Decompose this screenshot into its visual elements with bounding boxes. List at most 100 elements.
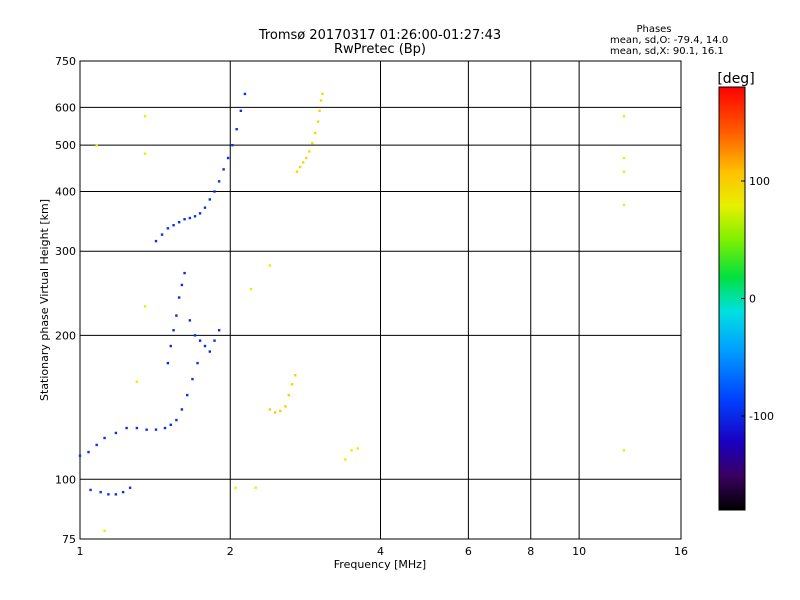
data-point [114,493,118,496]
x-tick-label: 4 [377,545,384,558]
y-tick-label: 200 [55,329,76,342]
x-tick-label: 2 [227,545,234,558]
data-point [249,287,253,291]
data-point [143,305,147,308]
y-tick-label: 100 [55,473,76,486]
data-point [284,405,287,408]
phases-label: Phases [636,24,671,35]
x-tick-label: 6 [465,545,472,558]
x-tick-labels: 1 2 4 6 8 10 16 [77,545,689,558]
x-tick-label: 1 [77,545,84,558]
data-point [188,216,192,220]
data-point [169,423,172,427]
data-point [188,319,192,322]
data-point [287,393,290,397]
data-point [203,344,207,348]
data-point [295,170,299,173]
x-tick-label: 8 [527,545,534,558]
colorbar-gradient [718,86,746,511]
data-point [166,361,170,365]
data-points [78,92,626,533]
data-point [622,170,626,173]
data-point [344,458,347,461]
data-point [135,380,139,383]
y-axis-label: Stationary phase Virtual Height [km] [38,199,51,401]
data-point [217,180,221,183]
data-point [279,409,282,413]
data-point [198,339,202,342]
data-point [114,431,118,435]
colorbar-tick-label: 0 [749,293,756,306]
data-point [193,215,197,218]
data-point [183,218,186,221]
data-point [191,377,194,381]
colorbar-unit: [deg] [717,71,754,87]
data-point [128,486,132,489]
data-point [172,329,175,332]
grid-lines [80,61,681,539]
data-point [318,109,321,113]
data-point [321,92,324,96]
data-point [103,529,106,533]
data-point [166,227,170,230]
data-point [177,221,181,224]
data-point [234,486,237,489]
data-point [273,411,277,414]
data-point [226,156,230,160]
data-point [290,383,294,386]
data-point [143,152,147,155]
data-point [87,450,90,454]
data-point [180,283,184,287]
data-point [125,426,128,430]
colorbar: [deg] 100 0 -100 [717,71,774,511]
data-point [143,114,147,118]
data-point [311,141,314,145]
data-point [160,233,164,236]
data-point [196,361,199,365]
data-point [154,239,158,243]
x-axis-label: Frequency [MHz] [334,558,426,571]
data-point [319,99,323,102]
data-point [183,271,186,275]
data-point [154,428,158,431]
data-point [213,190,216,193]
data-point [177,296,181,299]
data-point [145,428,148,431]
data-point [193,334,197,337]
data-point [231,143,234,147]
data-point [172,224,175,227]
data-point [103,436,106,440]
data-point [316,120,320,123]
y-tick-label: 75 [62,533,76,546]
data-point [235,127,238,131]
x-tick-label: 10 [572,545,586,558]
stats-x: mean, sd,X: 90.1, 16.1 [610,46,724,57]
data-point [175,418,178,422]
colorbar-tick-label: -100 [749,410,774,423]
data-point [208,350,212,353]
data-point [99,490,102,494]
data-point [622,156,626,160]
colorbar-tick-label: 100 [749,175,770,188]
data-point [350,449,353,452]
y-tick-label: 600 [55,101,76,114]
data-point [180,408,184,411]
data-point [198,212,202,215]
data-point [217,329,221,332]
y-tick-label: 500 [55,139,76,152]
data-point [622,203,626,207]
y-tick-label: 300 [55,245,76,258]
y-tick-label: 400 [55,185,76,198]
data-point [95,443,98,447]
chart-title: Tromsø 20170317 01:26:00-01:27:43 [258,28,501,43]
data-point [186,393,189,397]
data-point [294,374,297,377]
data-point [95,143,98,147]
data-point [239,109,243,113]
data-point [268,408,271,411]
y-tick-label: 750 [55,55,76,68]
data-point [622,114,626,118]
data-point [243,92,247,96]
chart-subtitle: RwPretec (Bp) [334,42,426,57]
